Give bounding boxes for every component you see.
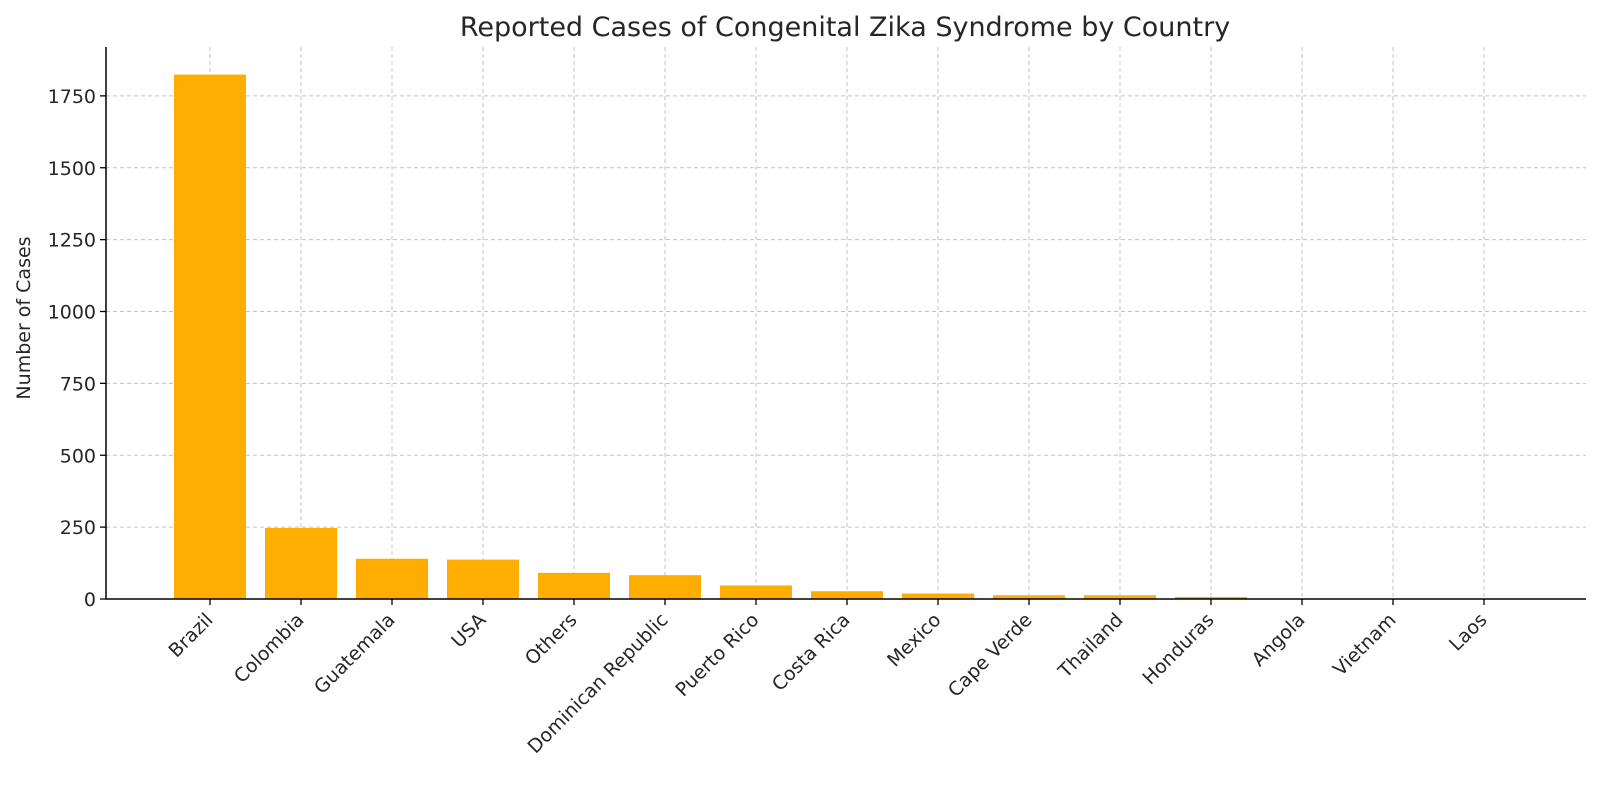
- x-tick-label: USA: [447, 609, 490, 652]
- x-tick-label: Angola: [1248, 609, 1310, 671]
- x-tick-label: Costa Rica: [768, 609, 855, 696]
- grid-lines: [106, 47, 1586, 600]
- x-tick-label: Brazil: [164, 609, 217, 662]
- y-tick-label: 1250: [48, 230, 96, 252]
- y-axis-label: Number of Cases: [13, 236, 35, 399]
- x-tick-label: Colombia: [230, 609, 309, 688]
- bar: [356, 558, 428, 599]
- x-tick-label: Guatemala: [310, 609, 400, 699]
- bar: [1084, 595, 1156, 599]
- bar: [993, 595, 1065, 599]
- y-tick-label: 1000: [48, 302, 96, 324]
- chart-title: Reported Cases of Congenital Zika Syndro…: [460, 12, 1230, 43]
- x-tick-label: Others: [521, 609, 582, 670]
- x-tick-label: Honduras: [1138, 609, 1218, 689]
- bar: [538, 572, 610, 599]
- y-tick-label: 1500: [48, 158, 96, 180]
- bar: [447, 559, 519, 599]
- bar: [174, 74, 246, 600]
- y-tick-label: 500: [60, 445, 96, 467]
- bar: [629, 575, 701, 599]
- y-axis-ticks: 0 250 500 750 1000 1250 1500 1750: [48, 86, 106, 611]
- bar: [720, 585, 792, 599]
- bars: [174, 74, 1429, 600]
- x-tick-label: Vietnam: [1329, 609, 1401, 681]
- x-tick-label: Thailand: [1054, 609, 1128, 683]
- bar: [902, 593, 974, 599]
- axes: [105, 47, 1586, 600]
- bar: [1175, 596, 1247, 599]
- y-tick-label: 0: [84, 589, 96, 611]
- y-tick-label: 250: [60, 517, 96, 539]
- x-tick-label: Puerto Rico: [671, 609, 763, 701]
- bar: [265, 527, 337, 599]
- x-tick-label: Laos: [1445, 609, 1492, 656]
- x-tick-label: Mexico: [883, 609, 945, 671]
- bar: [811, 591, 883, 599]
- y-tick-label: 1750: [48, 86, 96, 108]
- x-axis-ticks: Brazil Colombia Guatemala USA OthersDominica…: [164, 599, 1492, 758]
- x-tick-label: Cape Verde: [944, 609, 1037, 702]
- y-tick-label: 750: [60, 373, 96, 395]
